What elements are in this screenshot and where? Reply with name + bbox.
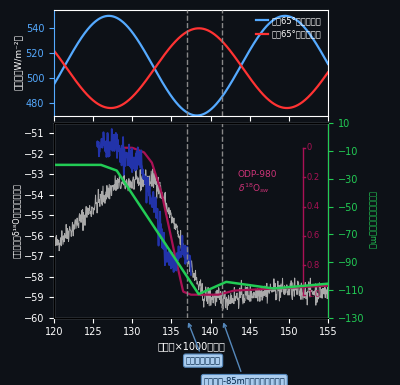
- Y-axis label: 海水準変動カーブ｛m｝: 海水準変動カーブ｛m｝: [367, 191, 376, 249]
- Text: 氷期の終局期？: 氷期の終局期？: [186, 323, 220, 365]
- 北緯65°夏の日射量: [194, 113, 199, 118]
- Y-axis label: 日射量（W/m⁻²）: 日射量（W/m⁻²）: [14, 35, 23, 90]
- Text: 0.4: 0.4: [307, 202, 320, 211]
- Y-axis label: ドームふじδ¹⁸O（気温の指標）: ドームふじδ¹⁸O（気温の指標）: [12, 183, 21, 258]
- 北緯65°夏の日射量: [282, 13, 287, 18]
- 南緯65°夏の日射量: [265, 97, 270, 101]
- Line: 北緯65°夏の日射量: 北緯65°夏の日射量: [54, 16, 328, 116]
- 南緯65°夏の日射量: [119, 103, 124, 108]
- 南緯65°夏の日射量: [138, 85, 143, 90]
- 南緯65°夏の日射量: [129, 95, 134, 100]
- Text: 0: 0: [307, 143, 312, 152]
- Text: 0.2: 0.2: [307, 172, 320, 182]
- Text: 0.6: 0.6: [307, 231, 320, 240]
- 南緯65°夏の日射量: [284, 106, 289, 110]
- X-axis label: 時間（×1000年前）: 時間（×1000年前）: [157, 341, 225, 352]
- 北緯65°夏の日射量: [138, 42, 143, 47]
- 南緯65°夏の日射量: [232, 54, 237, 59]
- 南緯65°夏の日射量: [299, 100, 304, 105]
- Text: ODP-980
$\delta^{18}$O$_{sw}$: ODP-980 $\delta^{18}$O$_{sw}$: [238, 170, 278, 195]
- Legend: 北緯65°夏の日射量, 南緯65°夏の日射量: 北緯65°夏の日射量, 南緯65°夏の日射量: [253, 14, 324, 41]
- Text: 1.0: 1.0: [307, 290, 320, 299]
- 北緯65°夏の日射量: [299, 22, 304, 27]
- Line: 南緯65°夏の日射量: 南緯65°夏の日射量: [54, 28, 328, 108]
- Text: 海水準が-85mまで上昇した時期: 海水準が-85mまで上昇した時期: [204, 324, 285, 385]
- 南緯65°夏の日射量: [326, 70, 330, 75]
- 北緯65°夏の日射量: [326, 62, 330, 66]
- 北緯65°夏の日射量: [265, 23, 270, 27]
- Text: 0.8: 0.8: [307, 261, 320, 270]
- 北緯65°夏の日射量: [232, 75, 237, 80]
- 北緯65°夏の日射量: [119, 18, 124, 23]
- 南緯65°夏の日射量: [196, 26, 201, 31]
- 南緯65°夏の日射量: [52, 49, 56, 53]
- 北緯65°夏の日射量: [52, 82, 56, 87]
- 北緯65°夏の日射量: [129, 28, 134, 33]
